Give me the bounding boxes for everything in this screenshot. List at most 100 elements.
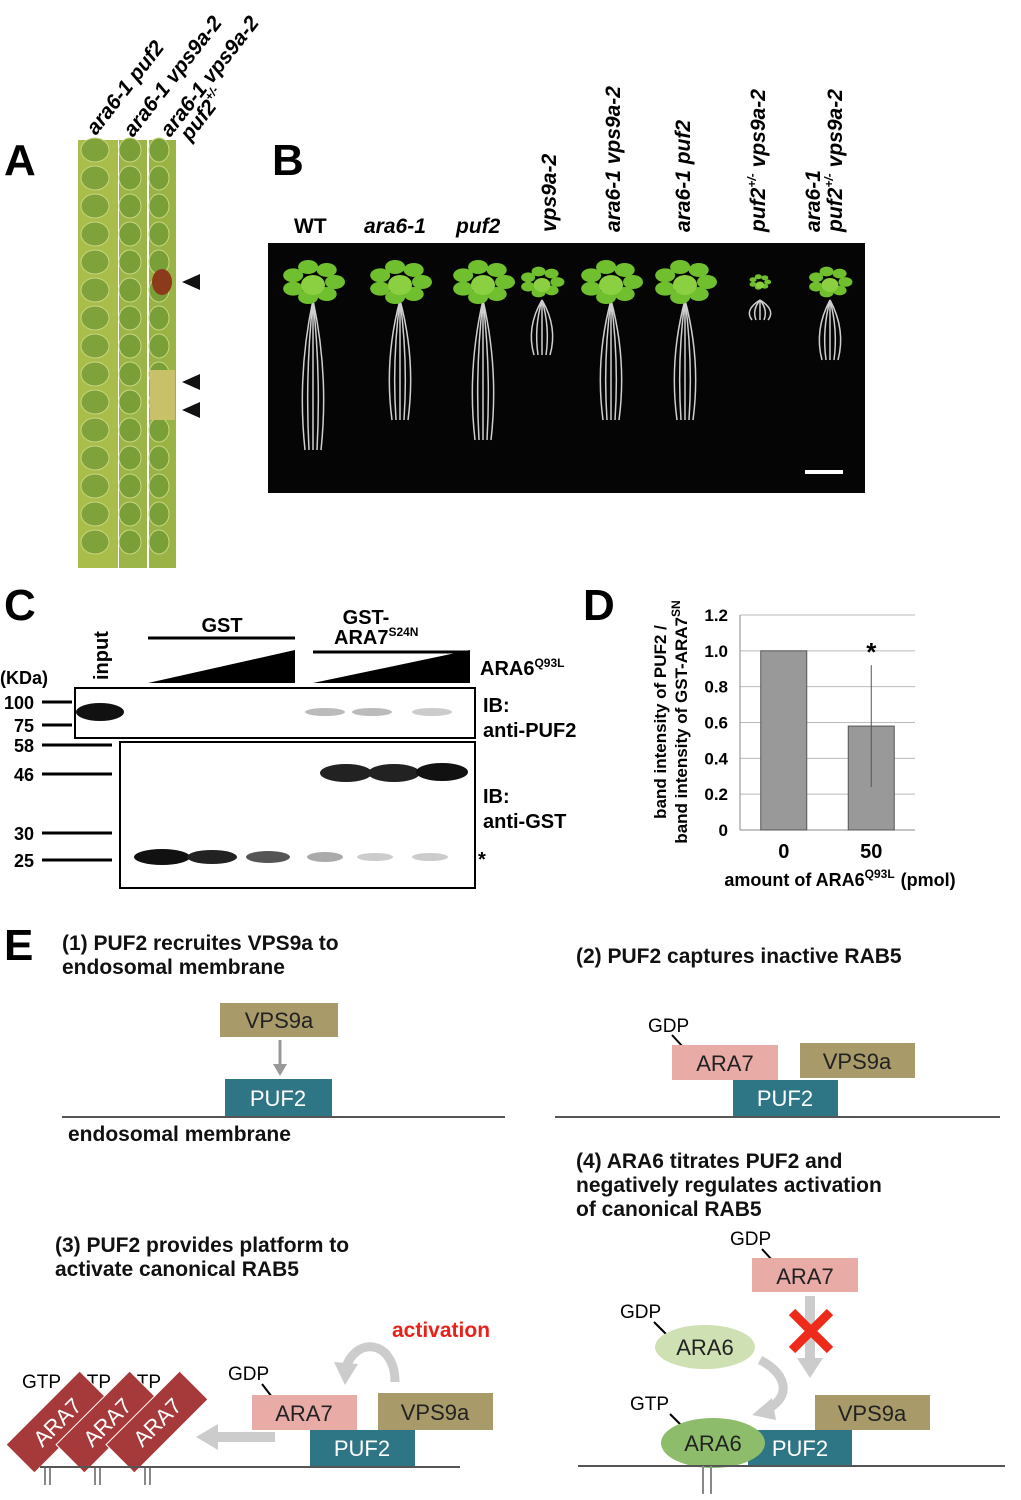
leaf (283, 268, 304, 283)
ara6-ellipse (661, 1418, 765, 1468)
root (312, 299, 325, 451)
rosette (388, 275, 412, 295)
root (482, 299, 495, 441)
leaf (316, 262, 337, 277)
puf2-box (310, 1430, 415, 1467)
root (482, 299, 490, 441)
root (753, 299, 761, 321)
puf2-box (733, 1080, 838, 1117)
leaf (403, 262, 424, 277)
antibody-label: anti-GST (483, 811, 566, 833)
step-title: activate canonical RAB5 (55, 1258, 299, 1281)
x-axis-title: amount of ARA6Q93L (pmol) (724, 867, 955, 890)
leaf (596, 259, 617, 274)
seed (148, 333, 170, 359)
root (829, 299, 837, 361)
seed (80, 361, 110, 387)
root (399, 299, 407, 421)
superscript: +/- (202, 83, 222, 103)
leaf (370, 281, 391, 296)
text: ARA6 (480, 658, 534, 680)
arrowheads (182, 274, 200, 418)
box-label: VPS9a (401, 1400, 470, 1425)
note: * (478, 849, 486, 871)
step-title: (3) PUF2 provides platform to (55, 1234, 349, 1257)
arrowhead (273, 1064, 287, 1076)
superscript: SN (669, 600, 683, 617)
seed (148, 305, 170, 331)
band (357, 853, 393, 861)
marker-label: 46 (14, 765, 34, 785)
seedlings (283, 259, 853, 451)
y-tick-label: 0.6 (704, 714, 728, 733)
box-label: ARA6 (684, 1431, 741, 1456)
seed (118, 193, 142, 219)
seed (118, 165, 142, 191)
superscript: +/- (822, 173, 836, 187)
band (412, 708, 452, 716)
root (399, 299, 412, 421)
leaf (749, 281, 757, 287)
arrowhead (334, 1362, 358, 1385)
x-tick-label: 0 (778, 841, 789, 863)
leaf (581, 281, 602, 296)
genotype-label: ara6-1 (802, 170, 825, 232)
root (393, 299, 401, 421)
leaf (623, 275, 643, 289)
leaf (761, 275, 769, 281)
arrowhead (752, 1398, 776, 1420)
seed (80, 249, 110, 275)
treatment-label: ARA6Q93L (480, 656, 564, 680)
band (412, 853, 448, 861)
root (684, 299, 697, 421)
root (541, 299, 549, 356)
seed (118, 473, 142, 499)
leaf (550, 277, 565, 287)
aborted-seed (152, 269, 172, 295)
box-label: PUF2 (772, 1436, 828, 1461)
seed (80, 445, 110, 471)
leaf (655, 268, 676, 283)
root (748, 299, 761, 321)
seed (118, 305, 142, 331)
activation-label: activation (392, 1319, 490, 1342)
band (368, 764, 420, 782)
block-cross (788, 1308, 834, 1354)
unit-label: (KDa) (0, 668, 48, 688)
root (312, 299, 320, 451)
ara7-box (672, 1045, 778, 1080)
seed (118, 445, 142, 471)
root (673, 299, 686, 421)
seed (118, 501, 142, 527)
seed (80, 333, 110, 359)
seed (148, 165, 170, 191)
genotype-label: ara6-1 vps9a-2 (602, 86, 625, 232)
seed (80, 137, 110, 163)
group-label: ARA7S24N (334, 625, 418, 649)
genotype-label: puf2 (455, 215, 501, 238)
marker-label: 30 (14, 824, 34, 844)
leaf (670, 259, 691, 274)
leaf (412, 275, 432, 289)
blot (119, 741, 476, 889)
seed (80, 305, 110, 331)
leaf (468, 259, 489, 274)
root (818, 299, 831, 361)
bands (76, 703, 468, 865)
curved-arrow (340, 1342, 400, 1383)
root (388, 299, 401, 421)
seed (80, 473, 110, 499)
seed (80, 389, 110, 415)
leaf (495, 275, 515, 289)
leaf (809, 281, 824, 292)
gtp-label: GTP (22, 1372, 61, 1393)
connector (653, 1321, 667, 1335)
root (535, 299, 543, 356)
leaf (283, 281, 304, 296)
superscript: +/- (745, 173, 759, 187)
active-ara7: ARA7 ARA7 ARA7 (5, 1370, 209, 1485)
text: amount of ARA6 (724, 870, 864, 890)
rosette (301, 275, 325, 295)
ib-label: IB: (483, 695, 510, 717)
